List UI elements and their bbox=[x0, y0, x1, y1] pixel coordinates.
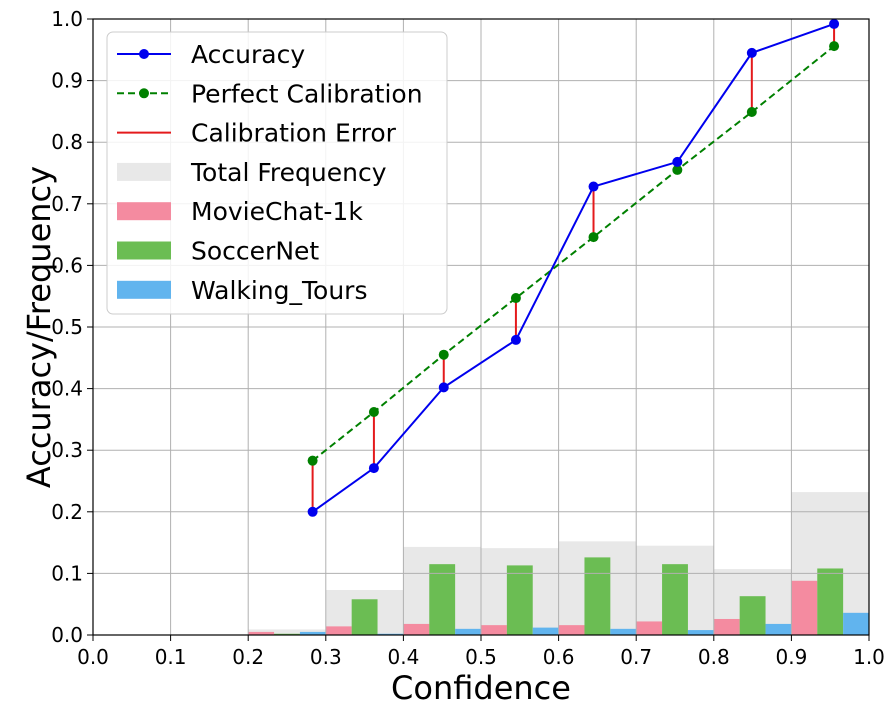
bars-layer bbox=[248, 492, 869, 635]
y-tick-label: 0.5 bbox=[51, 315, 83, 339]
accuracy-point bbox=[307, 506, 318, 517]
soccernet-bar bbox=[739, 596, 766, 635]
accuracy-point bbox=[746, 47, 757, 58]
walking-tours-bar bbox=[299, 631, 326, 635]
y-tick-label: 0.3 bbox=[51, 438, 83, 462]
walking-tours-bar bbox=[765, 623, 792, 635]
walking-tours-bar bbox=[843, 612, 869, 635]
walking-tours-bar bbox=[610, 628, 637, 635]
soccernet-bar bbox=[817, 568, 844, 635]
soccernet-bar bbox=[662, 564, 688, 635]
y-tick-label: 0.6 bbox=[51, 253, 83, 277]
moviechat-bar bbox=[636, 621, 663, 635]
legend-swatch bbox=[117, 280, 171, 299]
legend-label: Accuracy bbox=[191, 40, 305, 69]
x-axis-label: Confidence bbox=[391, 669, 571, 707]
accuracy-point bbox=[672, 156, 683, 167]
moviechat-bar bbox=[248, 631, 275, 635]
moviechat-bar bbox=[325, 626, 352, 635]
perfect-calibration-point bbox=[510, 293, 521, 304]
x-tick-label: 0.0 bbox=[77, 645, 109, 669]
legend: Accuracy Perfect Calibration Calibration E… bbox=[106, 31, 448, 315]
legend-swatch-marker bbox=[139, 88, 149, 99]
x-tick-label: 0.8 bbox=[698, 645, 730, 669]
y-tick-label: 0.4 bbox=[51, 377, 83, 401]
y-tick-label: 0.0 bbox=[51, 623, 83, 647]
y-tick-label: 0.8 bbox=[51, 130, 83, 154]
legend-box bbox=[106, 31, 448, 315]
total-frequency-bar bbox=[248, 629, 326, 635]
accuracy-point bbox=[438, 382, 449, 393]
moviechat-bar bbox=[403, 623, 430, 635]
x-tick-label: 0.9 bbox=[775, 645, 807, 669]
y-tick-label: 0.2 bbox=[51, 500, 83, 524]
line-layer bbox=[307, 18, 840, 517]
legend-label: Perfect Calibration bbox=[191, 79, 423, 108]
legend-label: Walking_Tours bbox=[191, 276, 368, 305]
accuracy-point bbox=[829, 18, 840, 29]
tick-layer: 0.0 0.1 0.2 0.3 0.4 0.5 0.6 0.7 0.8 0.9 1.0 0.0 0.1 0… bbox=[51, 7, 885, 669]
perfect-calibration-point bbox=[672, 164, 683, 175]
soccernet-bar bbox=[429, 564, 456, 635]
perfect-calibration-point bbox=[829, 41, 840, 52]
x-tick-label: 1.0 bbox=[853, 645, 885, 669]
x-tick-label: 0.5 bbox=[465, 645, 497, 669]
legend-label: Total Frequency bbox=[190, 158, 387, 187]
x-tick-label: 0.4 bbox=[387, 645, 419, 669]
x-tick-label: 0.1 bbox=[155, 645, 187, 669]
x-tick-label: 0.3 bbox=[310, 645, 342, 669]
perfect-calibration-point bbox=[438, 349, 449, 360]
legend-label: MovieChat-1k bbox=[191, 197, 363, 226]
perfect-calibration-point bbox=[307, 455, 318, 466]
y-tick-label: 0.7 bbox=[51, 192, 83, 216]
perfect-calibration-line bbox=[311, 45, 835, 462]
perfect-calibration-point bbox=[368, 407, 379, 418]
moviechat-bar bbox=[558, 625, 585, 635]
soccernet-bar bbox=[506, 565, 533, 635]
legend-label: Calibration Error bbox=[191, 119, 397, 148]
walking-tours-bar bbox=[377, 633, 404, 635]
walking-tours-bar bbox=[455, 628, 481, 635]
soccernet-bar bbox=[584, 557, 611, 635]
y-tick-label: 1.0 bbox=[51, 7, 83, 31]
moviechat-bar bbox=[791, 580, 818, 635]
perfect-calibration-point bbox=[588, 232, 599, 243]
legend-swatch bbox=[117, 241, 171, 260]
x-tick-label: 0.2 bbox=[232, 645, 264, 669]
perfect-calibration-point bbox=[746, 107, 757, 118]
soccernet-bar bbox=[351, 599, 378, 635]
accuracy-point bbox=[510, 334, 521, 345]
soccernet-bar bbox=[274, 633, 300, 635]
walking-tours-bar bbox=[687, 630, 714, 635]
legend-swatch bbox=[117, 202, 171, 221]
x-tick-label: 0.7 bbox=[620, 645, 652, 669]
accuracy-point bbox=[368, 463, 379, 474]
legend-swatch bbox=[117, 162, 171, 181]
y-tick-label: 0.1 bbox=[51, 561, 83, 585]
accuracy-point bbox=[588, 181, 599, 192]
moviechat-bar bbox=[713, 618, 740, 635]
moviechat-bar bbox=[481, 625, 507, 635]
y-tick-label: 0.9 bbox=[51, 69, 83, 93]
x-tick-label: 0.6 bbox=[543, 645, 575, 669]
walking-tours-bar bbox=[532, 627, 559, 635]
accuracy-line bbox=[312, 22, 835, 513]
y-axis-label: Accuracy/Frequency bbox=[20, 166, 58, 488]
legend-swatch-marker bbox=[139, 49, 149, 59]
legend-label: SoccerNet bbox=[191, 237, 319, 266]
